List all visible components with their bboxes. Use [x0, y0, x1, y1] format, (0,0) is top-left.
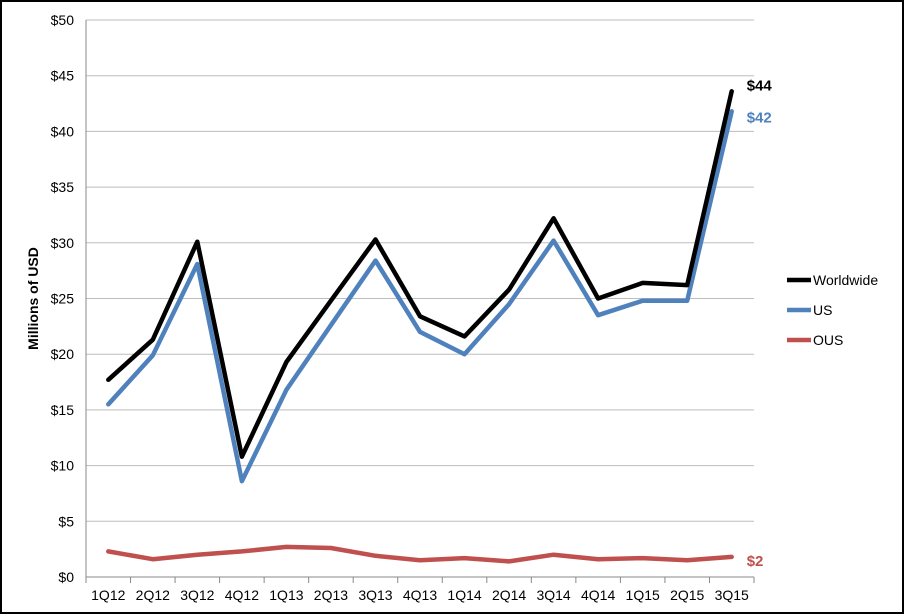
- x-tick-label: 3Q13: [358, 587, 392, 603]
- end-label-ous: $2: [747, 553, 764, 570]
- legend-label-us: US: [813, 302, 832, 318]
- x-tick-label: 2Q15: [670, 587, 704, 603]
- y-tick-label: $10: [51, 458, 75, 474]
- x-tick-label: 4Q13: [403, 587, 437, 603]
- end-label-worldwide: $44: [747, 77, 773, 94]
- series-line-worldwide: [106, 89, 734, 459]
- y-tick-label: $40: [51, 123, 75, 139]
- x-tick-label: 1Q13: [269, 587, 303, 603]
- y-tick-label: $0: [58, 569, 74, 585]
- x-tick-label: 4Q14: [581, 587, 615, 603]
- x-tick-label: 3Q12: [180, 587, 214, 603]
- y-tick-label: $20: [51, 346, 75, 362]
- x-tick-label: 1Q15: [626, 587, 660, 603]
- y-tick-label: $25: [51, 291, 75, 307]
- x-tick-label: 4Q12: [225, 587, 259, 603]
- y-tick-label: $45: [51, 68, 75, 84]
- series-line-ous: [106, 544, 734, 564]
- y-tick-label: $15: [51, 402, 75, 418]
- y-tick-label: $5: [58, 513, 74, 529]
- legend-label-ous: OUS: [813, 332, 843, 348]
- legend-label-worldwide: Worldwide: [813, 272, 878, 288]
- x-tick-label: 3Q15: [715, 587, 749, 603]
- y-tick-label: $35: [51, 179, 75, 195]
- y-tick-label: $30: [51, 235, 75, 251]
- y-axis-label: Millions of USD: [25, 247, 41, 350]
- end-label-us: $42: [747, 109, 772, 126]
- x-tick-label: 1Q14: [447, 587, 481, 603]
- x-tick-label: 2Q14: [492, 587, 526, 603]
- x-tick-label: 3Q14: [536, 587, 570, 603]
- x-tick-label: 1Q12: [91, 587, 125, 603]
- x-tick-label: 2Q12: [136, 587, 170, 603]
- series-line-us: [106, 109, 734, 484]
- x-tick-label: 2Q13: [314, 587, 348, 603]
- y-tick-label: $50: [51, 12, 75, 28]
